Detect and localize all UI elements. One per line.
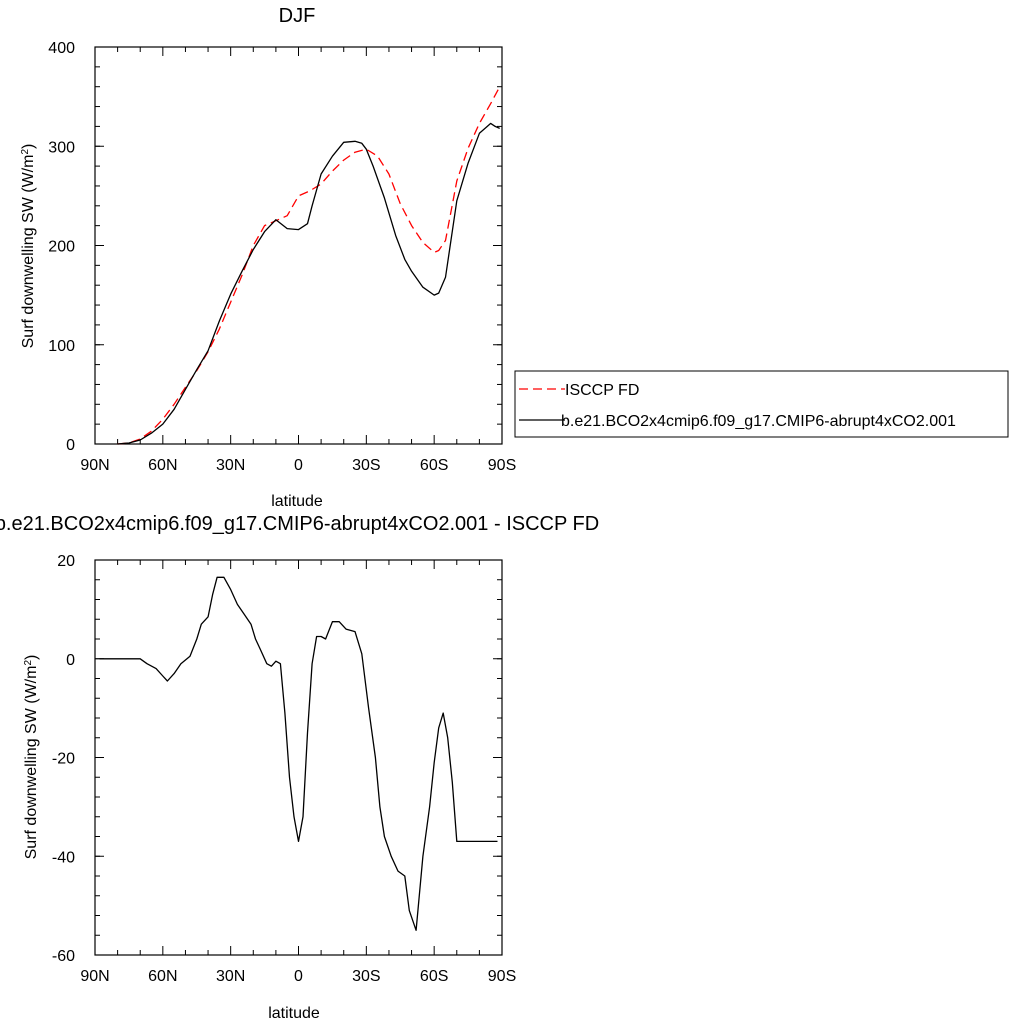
bottom-chart-y-tick-label: 0 (66, 652, 75, 669)
top-chart-y-tick-label: 200 (48, 239, 75, 256)
bottom-chart-x-tick-label: 30N (216, 968, 245, 985)
bottom-chart-y-tick-label: -60 (52, 948, 75, 965)
top-chart-x-tick-label: 90N (80, 457, 109, 474)
legend-box (514, 370, 1009, 438)
top-chart-frame (94, 46, 503, 445)
top-chart-y-tick-label: 300 (48, 139, 75, 156)
top-chart-x-tick-label: 60N (148, 457, 177, 474)
bottom-chart-x-axis-title: latitude (268, 1005, 320, 1022)
bottom-chart-plot-area: 90N 60N 30N 0 30S 60S 90S -60 -40 -20 0 20 (52, 553, 516, 985)
legend: ISCCP FD b.e21.BCO2x4cmip6.f09_g17.CMIP6… (514, 370, 1009, 438)
top-chart-series-1-line (117, 122, 500, 445)
top-chart-x-tick-label: 60S (420, 457, 448, 474)
top-chart-y-tick-label: 100 (48, 338, 75, 355)
top-chart-x-tick-label: 30S (352, 457, 380, 474)
bottom-chart-x-tick-label: 90N (80, 968, 109, 985)
top-chart-title: DJF (279, 5, 316, 27)
top-chart-x-tick-label: 0 (294, 457, 303, 474)
top-chart-y-tick-label: 0 (66, 437, 75, 454)
bottom-chart-x-tick-label: 60N (148, 968, 177, 985)
legend-label-isccp-fd: ISCCP FD (565, 382, 639, 399)
bottom-chart-y-tick-label: 20 (57, 553, 75, 570)
bottom-chart-x-tick-label: 30S (352, 968, 380, 985)
bottom-chart-x-tick-label: 60S (420, 968, 448, 985)
top-chart-y-tick-label: 400 (48, 40, 75, 57)
top-chart-x-tick-label: 30N (216, 457, 245, 474)
bottom-chart-y-tick-label: -40 (52, 849, 75, 866)
top-chart-series-0-line (117, 86, 501, 445)
bottom-chart-y-tick-label: -20 (52, 751, 75, 768)
bottom-chart-y-axis-title: Surf downwelling SW (W/m2) (23, 655, 41, 860)
bottom-chart-series-0-line (99, 576, 498, 931)
bottom-chart-x-tick-label: 0 (294, 968, 303, 985)
top-chart-x-axis-title: latitude (271, 493, 323, 510)
top-chart-x-tick-label: 90S (488, 457, 516, 474)
bottom-chart-frame (94, 559, 503, 956)
bottom-chart-title: b.e21.BCO2x4cmip6.f09_g17.CMIP6-abrupt4x… (0, 513, 599, 535)
legend-label-model: b.e21.BCO2x4cmip6.f09_g17.CMIP6-abrupt4x… (561, 413, 956, 430)
bottom-chart-x-tick-label: 90S (488, 968, 516, 985)
top-chart-y-axis-title: Surf downwelling SW (W/m2) (20, 144, 38, 349)
top-chart-plot-area: 90N 60N 30N 0 30S 60S 90S 0 100 200 300 400 (48, 40, 516, 474)
